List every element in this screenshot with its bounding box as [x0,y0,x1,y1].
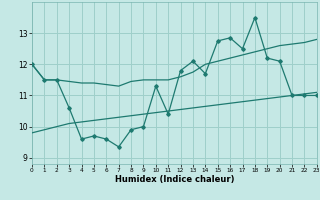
X-axis label: Humidex (Indice chaleur): Humidex (Indice chaleur) [115,175,234,184]
